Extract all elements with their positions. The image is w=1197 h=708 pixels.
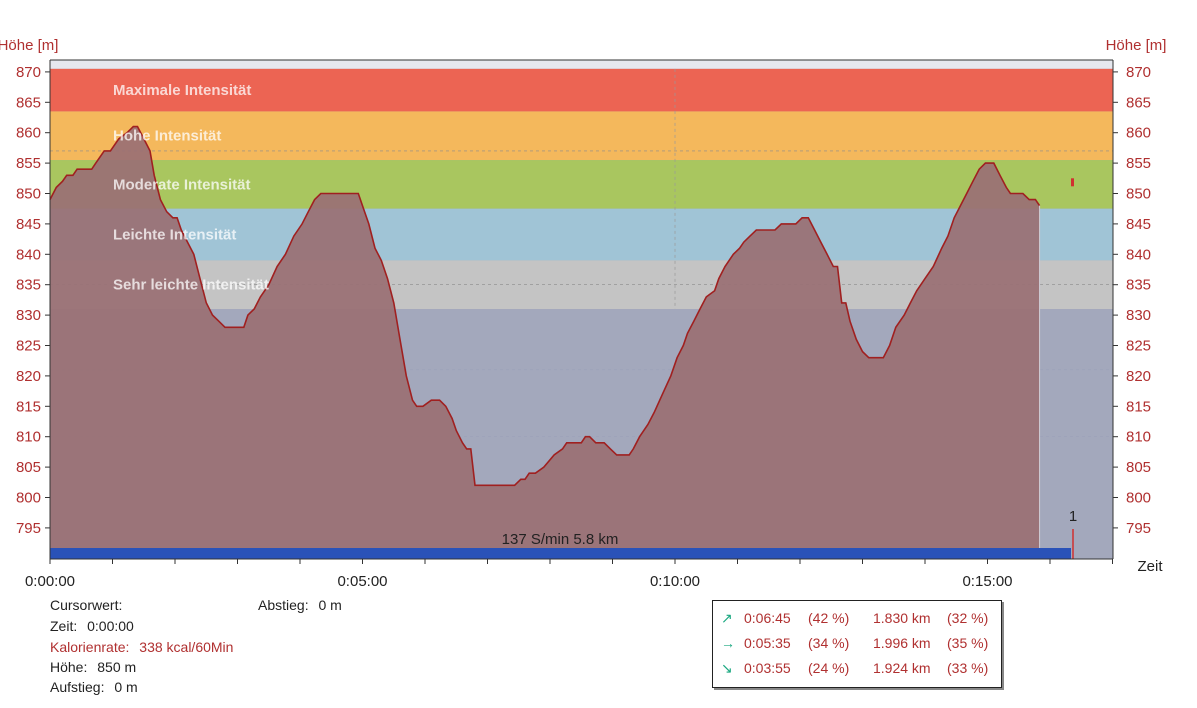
y-tick-label-left: 860 xyxy=(16,125,41,142)
y-tick-label-right: 825 xyxy=(1126,338,1151,355)
calorie-label: Kalorienrate: xyxy=(50,639,130,655)
plot-top-strip xyxy=(50,60,1113,69)
summary-time-pct: (42 %) xyxy=(808,610,850,626)
y-tick-label-right: 815 xyxy=(1126,398,1151,415)
x-tick-label: 0:10:00 xyxy=(650,573,700,590)
y-tick-label-left: 795 xyxy=(16,520,41,537)
x-tick-label: 0:00:00 xyxy=(25,573,75,590)
cursor-descent: Abstieg: 0 m xyxy=(258,597,342,613)
summary-time: 0:05:35 xyxy=(744,635,791,651)
x-tick-label: 0:15:00 xyxy=(962,573,1012,590)
y-tick-label-left: 835 xyxy=(16,277,41,294)
y-tick-label-left: 840 xyxy=(16,246,41,263)
y-tick-label-right: 805 xyxy=(1126,459,1151,476)
summary-distance: 1.924 km xyxy=(873,660,931,676)
y-tick-label-left: 845 xyxy=(16,216,41,233)
cursor-time: Zeit: 0:00:00 xyxy=(50,618,134,634)
height-label: Höhe: xyxy=(50,659,88,675)
y-tick-label-right: 800 xyxy=(1126,490,1151,507)
elevation-chart: Maximale Intensität Hohe Intensität Modera… xyxy=(0,37,1167,590)
arrow-up-right-icon: ↗ xyxy=(721,610,733,626)
y-tick-label-left: 825 xyxy=(16,338,41,355)
y-tick-label-right: 795 xyxy=(1126,520,1151,537)
zone-label: Maximale Intensität xyxy=(113,82,251,99)
pace-bar xyxy=(50,548,1071,559)
y-tick-label-left: 810 xyxy=(16,429,41,446)
summary-distance-pct: (35 %) xyxy=(947,635,989,651)
summary-distance: 1.996 km xyxy=(873,635,931,651)
intensity-zone xyxy=(50,160,1113,209)
calorie-value: 338 kcal/60Min xyxy=(139,639,234,655)
summary-distance: 1.830 km xyxy=(873,610,931,626)
y-tick-label-right: 810 xyxy=(1126,429,1151,446)
y-tick-label-right: 830 xyxy=(1126,307,1151,324)
summary-distance-pct: (32 %) xyxy=(947,610,989,626)
cursor-calorie-rate: Kalorienrate: 338 kcal/60Min xyxy=(50,639,233,655)
y-tick-label-right: 845 xyxy=(1126,216,1151,233)
lap-marker xyxy=(1071,178,1074,187)
y-tick-label-right: 860 xyxy=(1126,125,1151,142)
y-tick-label-right: 835 xyxy=(1126,277,1151,294)
descent-value: 0 m xyxy=(318,597,342,613)
zone-label: Hohe Intensität xyxy=(113,128,221,145)
arrow-right-icon: → xyxy=(721,635,735,651)
cursor-ascent: Aufstieg: 0 m xyxy=(50,679,138,695)
y-tick-label-right: 850 xyxy=(1126,186,1151,203)
arrow-down-right-icon: ↘ xyxy=(721,660,733,676)
intensity-zone xyxy=(50,68,1113,112)
y-tick-label-left: 865 xyxy=(16,94,41,111)
y-tick-label-left: 870 xyxy=(16,64,41,81)
intensity-zone xyxy=(50,208,1113,261)
y-tick-label-left: 855 xyxy=(16,155,41,172)
cursor-height: Höhe: 850 m xyxy=(50,659,136,675)
y-tick-label-right: 870 xyxy=(1126,64,1151,81)
zone-label: Moderate Intensität xyxy=(113,176,251,193)
summary-row-descent: ↘ 0:03:55 (24 %) 1.924 km (33 %) xyxy=(713,660,1001,682)
y-axis-label-right: Höhe [m] xyxy=(1106,37,1167,54)
y-tick-label-right: 855 xyxy=(1126,155,1151,172)
y-tick-label-left: 805 xyxy=(16,459,41,476)
time-label: Zeit: xyxy=(50,618,78,634)
ascent-label: Aufstieg: xyxy=(50,679,105,695)
zone-label: Sehr leichte Intensität xyxy=(113,277,269,294)
y-tick-label-right: 840 xyxy=(1126,246,1151,263)
summary-time: 0:03:55 xyxy=(744,660,791,676)
x-axis-label: Zeit xyxy=(1137,558,1163,575)
height-value: 850 m xyxy=(97,659,137,675)
summary-row-ascent: ↗ 0:06:45 (42 %) 1.830 km (32 %) xyxy=(713,610,1001,632)
x-tick-label: 0:05:00 xyxy=(337,573,387,590)
y-tick-label-right: 820 xyxy=(1126,368,1151,385)
summary-time-pct: (34 %) xyxy=(808,635,850,651)
summary-time: 0:06:45 xyxy=(744,610,791,626)
y-tick-label-left: 850 xyxy=(16,186,41,203)
summary-distance-pct: (33 %) xyxy=(947,660,989,676)
y-tick-label-right: 865 xyxy=(1126,94,1151,111)
summary-row-flat: → 0:05:35 (34 %) 1.996 km (35 %) xyxy=(713,635,1001,657)
pace-bar-label: 137 S/min 5.8 km xyxy=(502,531,619,548)
y-tick-label-left: 800 xyxy=(16,490,41,507)
zone-label: Leichte Intensität xyxy=(113,227,236,244)
y-axis-label-left: Höhe [m] xyxy=(0,37,58,54)
y-tick-label-left: 830 xyxy=(16,307,41,324)
ascent-value: 0 m xyxy=(114,679,138,695)
y-tick-label-left: 815 xyxy=(16,398,41,415)
intensity-zone xyxy=(50,111,1113,161)
summary-time-pct: (24 %) xyxy=(808,660,850,676)
descent-label: Abstieg: xyxy=(258,597,309,613)
lap-marker-label: 1 xyxy=(1069,508,1077,525)
elevation-line xyxy=(49,125,1041,487)
y-tick-label-left: 820 xyxy=(16,368,41,385)
cursor-value-label: Cursorwert: xyxy=(50,597,123,613)
time-value: 0:00:00 xyxy=(87,618,134,634)
summary-box: ↗ 0:06:45 (42 %) 1.830 km (32 %) → 0:05:… xyxy=(712,600,1002,688)
